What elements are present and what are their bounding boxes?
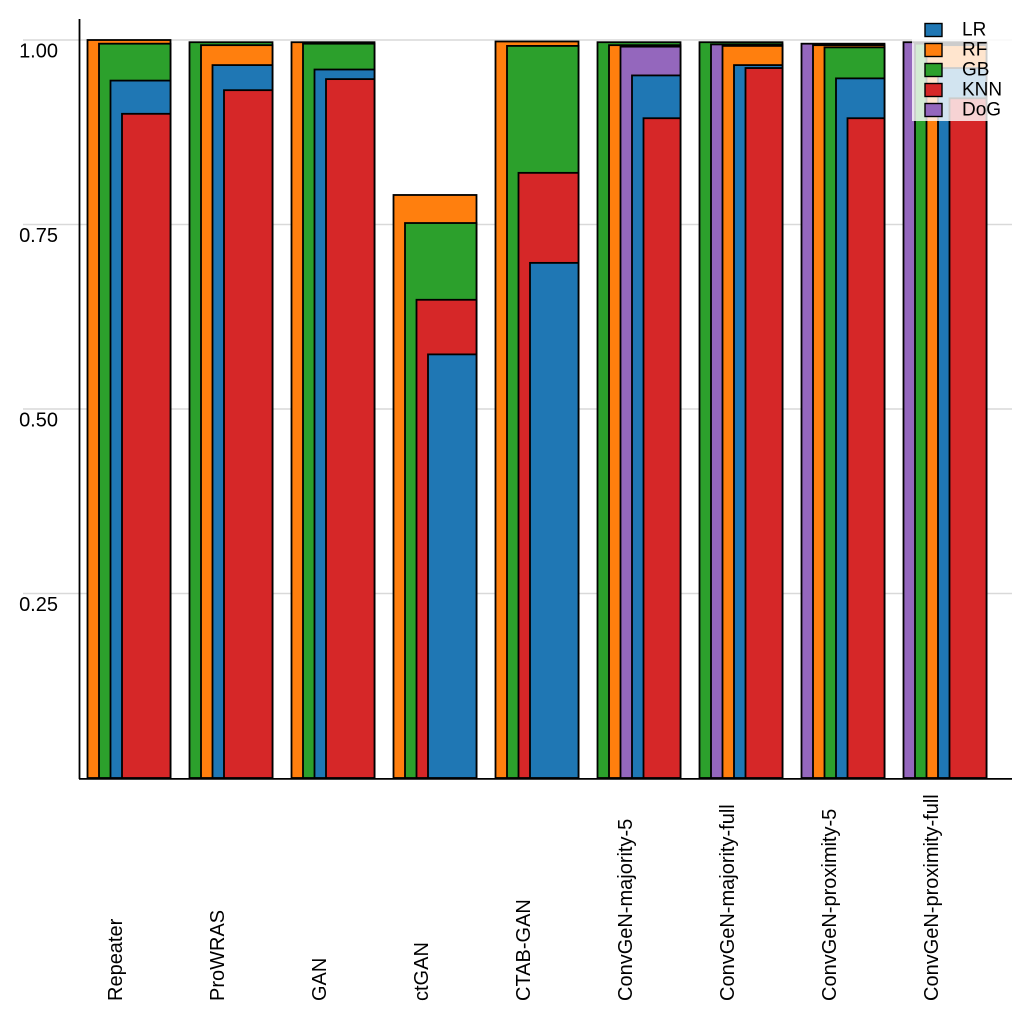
legend-swatch-KNN (924, 82, 943, 98)
legend-label-KNN: KNN (962, 80, 1002, 101)
x-category-label-CTAB-GAN: CTAB-GAN (513, 899, 535, 1001)
legend-label-RF: RF (962, 40, 987, 61)
x-category-label-ConvGeN-majority-full: ConvGeN-majority-full (717, 804, 739, 1001)
bar-ProWRAS-KNN (223, 89, 274, 779)
legend-swatch-RF (924, 42, 943, 58)
bar-Repeater-KNN (121, 112, 172, 779)
legend-label-DoG: DoG (962, 100, 1001, 121)
bar-ConvGeN-majority-full-KNN (744, 67, 784, 779)
x-category-label-ConvGeN-majority-5: ConvGeN-majority-5 (615, 819, 637, 1001)
bar-ConvGeN-proximity-full-KNN (948, 97, 988, 779)
x-category-label-ctGAN: ctGAN (411, 942, 433, 1001)
legend-label-GB: GB (962, 60, 989, 81)
legend-label-LR: LR (962, 20, 986, 41)
bar-ConvGeN-proximity-5-KNN (846, 117, 886, 779)
legend-swatch-DoG (924, 102, 943, 118)
y-tick-label-0.50: 0.50 (19, 410, 58, 432)
bar-ConvGeN-majority-5-KNN (642, 117, 682, 779)
y-tick-label-0.25: 0.25 (19, 594, 58, 616)
legend-swatch-GB (924, 62, 943, 78)
bar-ctGAN-LR (427, 353, 478, 779)
y-tick-label-1.00: 1.00 (19, 41, 58, 63)
x-category-label-GAN: GAN (309, 958, 331, 1001)
x-category-label-Repeater: Repeater (105, 918, 127, 1001)
legend-swatch-LR (924, 22, 943, 38)
bar-GAN-KNN (325, 78, 376, 779)
x-category-label-ProWRAS: ProWRAS (207, 910, 229, 1001)
bar-CTAB-GAN-LR (529, 261, 580, 779)
x-category-label-ConvGeN-proximity-5: ConvGeN-proximity-5 (819, 809, 841, 1001)
y-tick-label-0.75: 0.75 (19, 225, 58, 247)
x-category-label-ConvGeN-proximity-full: ConvGeN-proximity-full (921, 794, 943, 1001)
